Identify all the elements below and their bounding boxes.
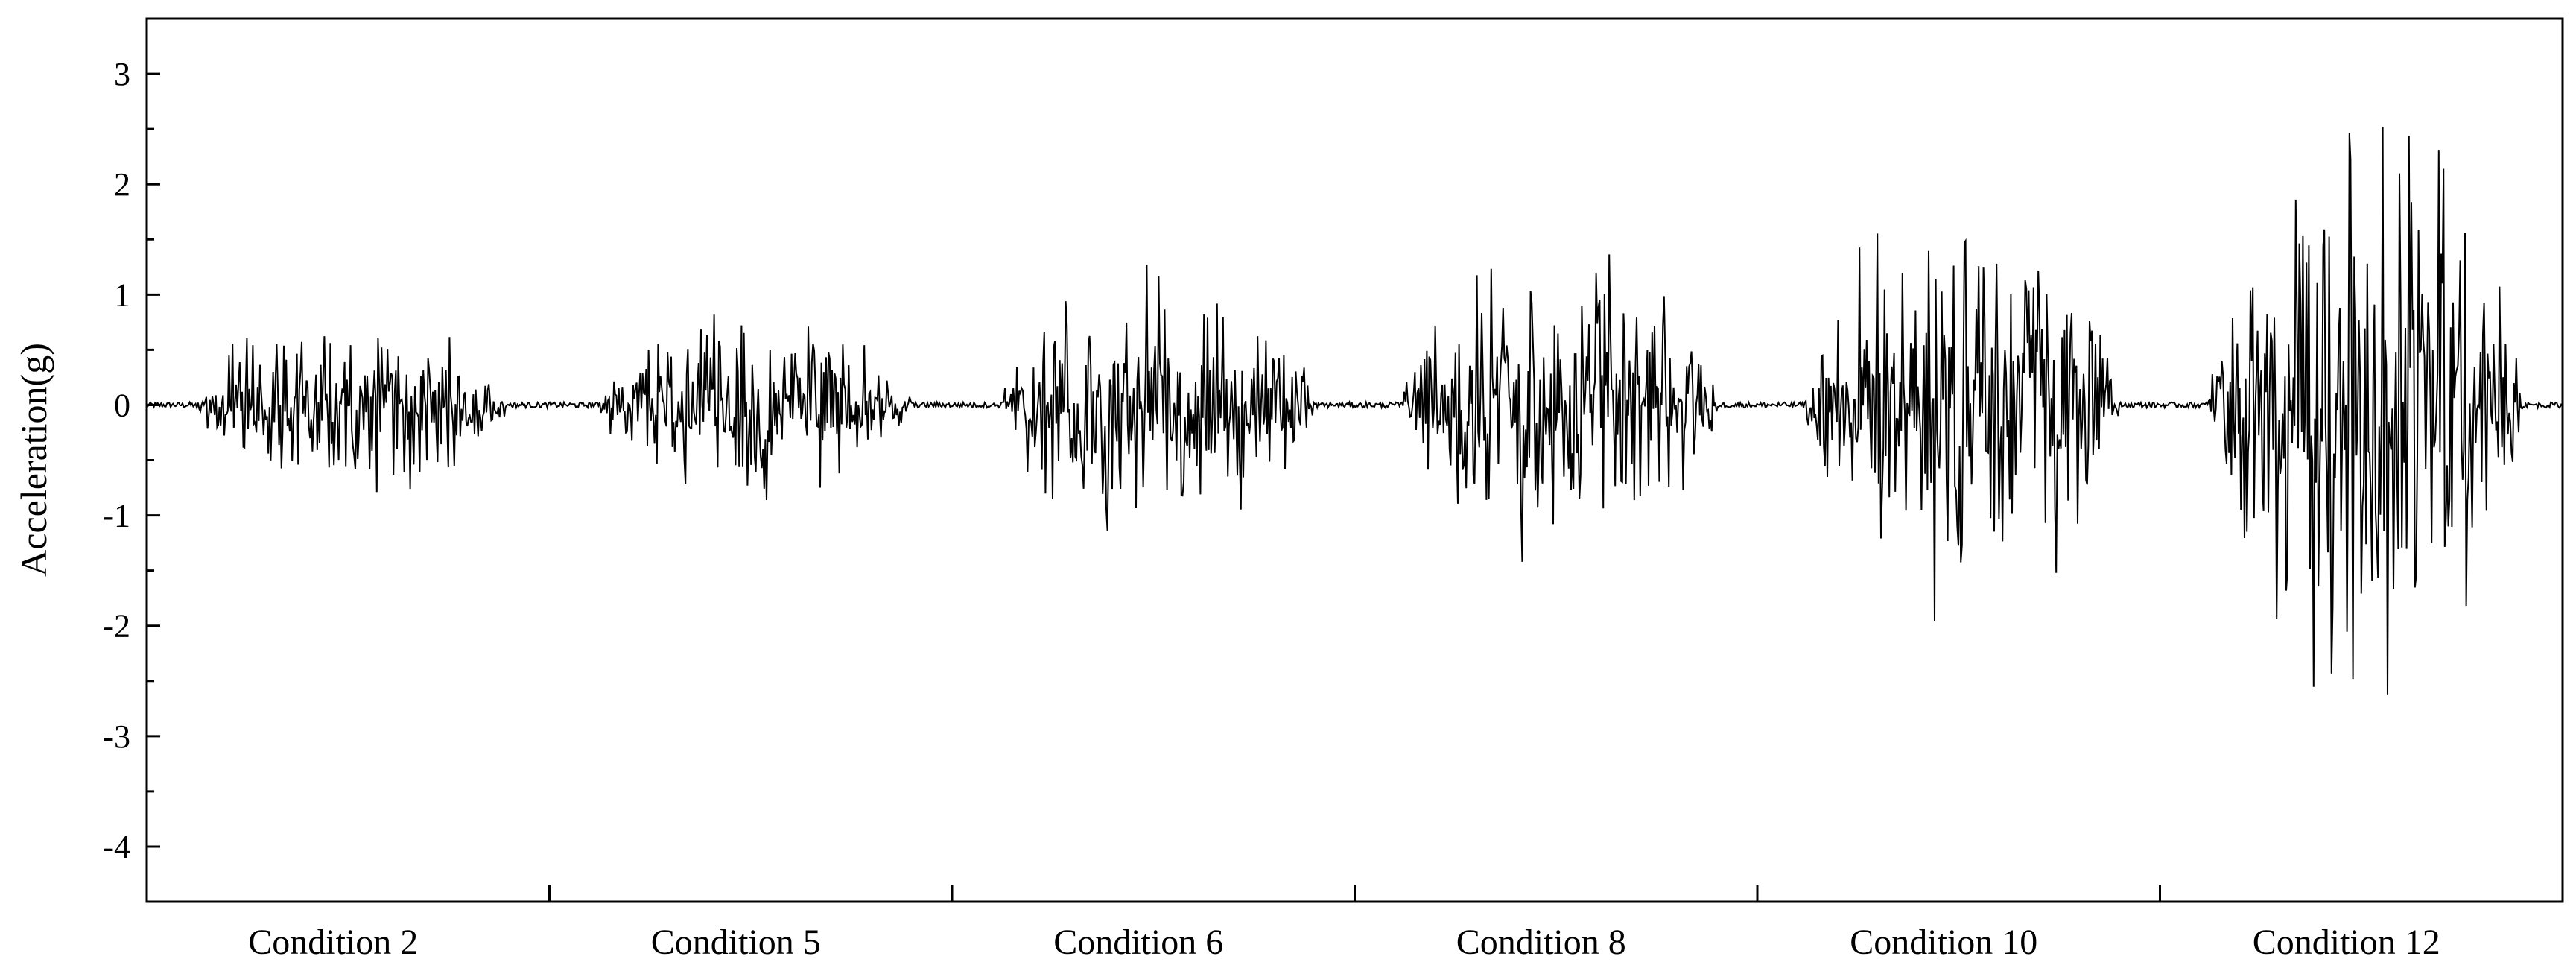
x-category-label: Condition 8	[1456, 923, 1626, 962]
x-category-label: Condition 12	[2253, 923, 2440, 962]
x-category-label: Condition 5	[651, 923, 821, 962]
y-tick-label: -2	[103, 608, 130, 645]
x-category-label: Condition 2	[248, 923, 418, 962]
y-tick-label: -4	[103, 829, 130, 865]
x-category-label: Condition 6	[1053, 923, 1223, 962]
x-axis-ticks: Condition 2 Condition 5 Condition 6 Conditi…	[248, 885, 2440, 962]
y-tick-label: -1	[103, 498, 130, 534]
y-tick-label: -3	[103, 718, 130, 755]
y-axis-title: Acceleration(g)	[13, 343, 54, 577]
y-axis-ticks: 3 2 1 0 -1 -2 -3 -4	[103, 56, 160, 865]
x-category-label: Condition 10	[1850, 923, 2037, 962]
plot-frame	[145, 17, 2564, 903]
y-tick-label: 2	[114, 166, 130, 203]
y-tick-label: 0	[114, 387, 130, 423]
y-tick-label: 1	[114, 276, 130, 313]
y-tick-label: 3	[114, 56, 130, 92]
acceleration-signal	[146, 127, 2563, 695]
